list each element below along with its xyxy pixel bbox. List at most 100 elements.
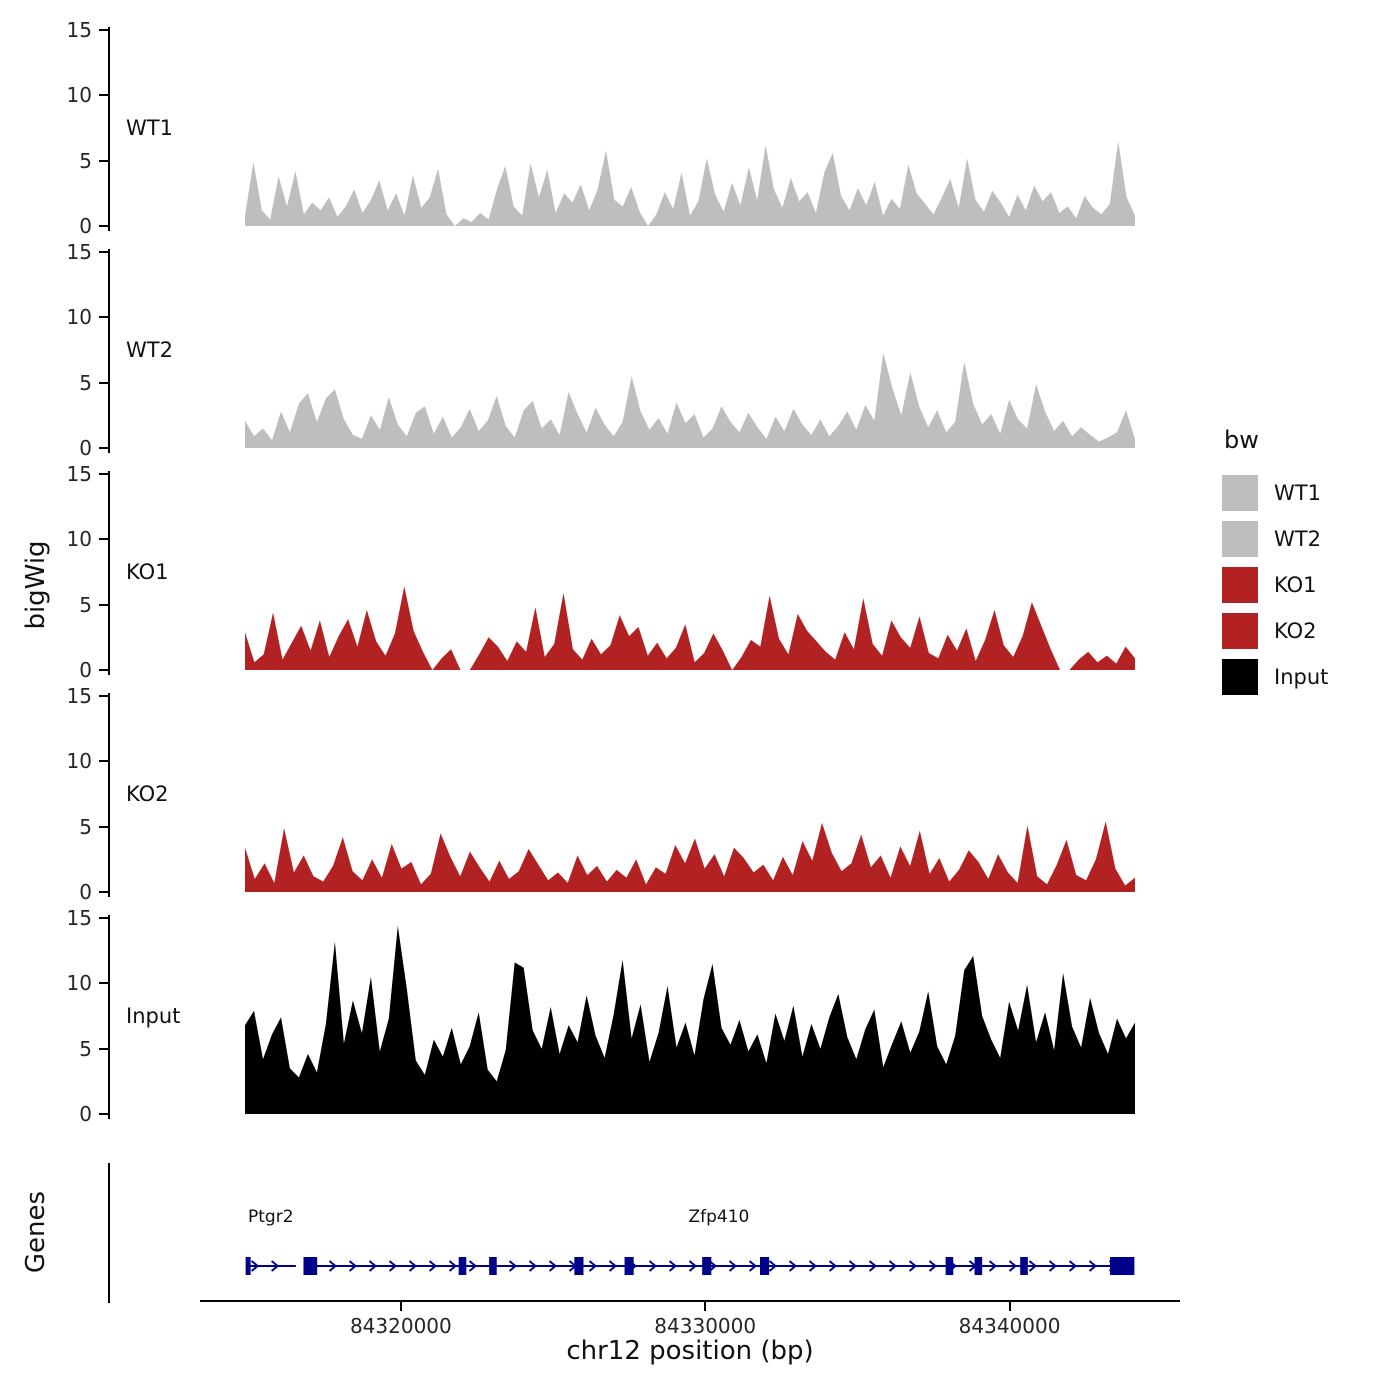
legend-item: WT1	[1222, 470, 1328, 516]
y-tick-mark	[99, 1047, 108, 1050]
x-axis-title: chr12 position (bp)	[566, 1336, 814, 1366]
y-tick-label: 5	[79, 148, 92, 173]
y-tick-mark	[99, 603, 108, 606]
gene-exon	[760, 1257, 770, 1275]
gene-exon	[702, 1257, 712, 1275]
x-tick-mark	[399, 1302, 402, 1311]
legend-key-swatch	[1222, 613, 1258, 649]
y-tick-label: 0	[79, 436, 92, 460]
gene-exon	[458, 1257, 467, 1275]
x-axis-line	[200, 1300, 1180, 1302]
legend-item-label: KO2	[1274, 619, 1317, 643]
y-axis-line	[108, 693, 110, 897]
y-tick-mark	[99, 94, 108, 97]
y-tick-label: 0	[79, 214, 92, 238]
coverage-area	[245, 586, 1135, 670]
y-tick-label: 10	[66, 971, 92, 996]
coverage-track	[245, 474, 1135, 670]
y-tick-mark	[99, 825, 108, 828]
y-tick-label: 15	[66, 240, 92, 264]
y-axis-line	[108, 249, 110, 453]
genes-axis-line	[108, 1163, 110, 1303]
gene-exon	[1110, 1257, 1135, 1275]
y-tick-label: 10	[66, 527, 92, 552]
gene-exon	[1020, 1257, 1028, 1275]
gene-exon	[245, 1257, 251, 1275]
genes-panel-title: Genes	[21, 1190, 51, 1274]
gene-exon	[974, 1257, 983, 1275]
y-tick-label: 0	[79, 658, 92, 682]
y-tick-label: 10	[66, 305, 92, 330]
legend-item-label: WT2	[1274, 527, 1321, 551]
y-tick-mark	[99, 251, 108, 253]
y-tick-label: 5	[79, 814, 92, 839]
legend-item-label: KO1	[1274, 573, 1317, 597]
y-tick-mark	[99, 381, 108, 384]
legend: bw WT1 WT2 KO1 KO2 Input	[1222, 426, 1328, 700]
y-tick-label: 15	[66, 684, 92, 708]
x-tick-label: 84340000	[958, 1314, 1061, 1338]
track-label: WT2	[126, 338, 173, 362]
gene-exon	[303, 1257, 318, 1275]
coverage-track	[245, 918, 1135, 1114]
legend-key-swatch	[1222, 659, 1258, 695]
x-tick-label: 84320000	[349, 1314, 452, 1338]
coverage-area	[245, 141, 1135, 226]
gene-exon	[945, 1257, 954, 1275]
y-tick-mark	[99, 316, 108, 319]
track-label: KO1	[126, 560, 169, 584]
y-tick-mark	[99, 982, 108, 985]
y-tick-mark	[99, 538, 108, 541]
y-tick-mark	[99, 695, 108, 697]
gene-label: Ptgr2	[247, 1207, 294, 1227]
y-tick-mark	[99, 917, 108, 919]
legend-item-label: WT1	[1274, 481, 1321, 505]
coverage-track	[245, 30, 1135, 226]
legend-key-swatch	[1222, 567, 1258, 603]
legend-title: bw	[1224, 426, 1259, 454]
y-tick-label: 0	[79, 880, 92, 904]
x-tick-mark	[704, 1302, 707, 1311]
gene-exon	[574, 1257, 584, 1275]
x-tick-mark	[1008, 1302, 1011, 1311]
gene-exon	[624, 1257, 634, 1275]
y-tick-mark	[99, 225, 108, 227]
y-axis-line	[108, 915, 110, 1119]
track-label: KO2	[126, 782, 169, 806]
y-axis-line	[108, 27, 110, 231]
y-tick-mark	[99, 891, 108, 893]
coverage-area	[245, 352, 1135, 448]
gene-models-svg	[245, 1257, 1135, 1275]
legend-key-swatch	[1222, 521, 1258, 557]
legend-item-label: Input	[1274, 665, 1329, 689]
y-tick-label: 10	[66, 83, 92, 108]
y-tick-mark	[99, 29, 108, 31]
y-tick-mark	[99, 159, 108, 162]
gene-exon	[489, 1257, 497, 1275]
y-axis-line	[108, 471, 110, 675]
y-tick-label: 5	[79, 1036, 92, 1061]
y-tick-label: 0	[79, 1102, 92, 1126]
coverage-area	[245, 925, 1135, 1114]
legend-item: Input	[1222, 654, 1328, 700]
y-tick-label: 15	[66, 906, 92, 930]
track-label: WT1	[126, 116, 173, 140]
y-tick-mark	[99, 669, 108, 671]
y-tick-mark	[99, 1113, 108, 1115]
coverage-track	[245, 252, 1135, 448]
legend-item: KO1	[1222, 562, 1328, 608]
x-tick-label: 84330000	[654, 1314, 757, 1338]
track-label: Input	[126, 1004, 181, 1028]
y-tick-label: 5	[79, 592, 92, 617]
y-tick-label: 10	[66, 749, 92, 774]
y-tick-label: 15	[66, 18, 92, 42]
y-tick-label: 5	[79, 370, 92, 395]
y-tick-mark	[99, 760, 108, 763]
legend-item: WT2	[1222, 516, 1328, 562]
y-tick-mark	[99, 447, 108, 449]
gene-models: Ptgr2 Zfp410	[110, 1155, 1200, 1305]
y-tick-mark	[99, 473, 108, 475]
legend-item: KO2	[1222, 608, 1328, 654]
coverage-track	[245, 696, 1135, 892]
